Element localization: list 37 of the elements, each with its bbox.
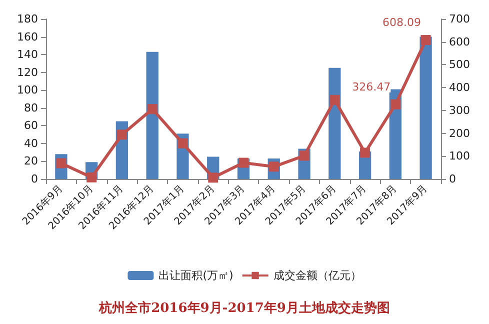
y-tick-label: 0 (31, 172, 38, 186)
y2-tick-label: 400 (449, 81, 470, 94)
point (178, 138, 188, 148)
bar (328, 68, 341, 179)
y2-tick-label: 500 (449, 58, 470, 72)
y2-tick-label: 600 (449, 35, 470, 48)
y2-tick-label: 0 (449, 172, 456, 186)
point (147, 104, 158, 114)
y-tick-label: 40 (24, 136, 38, 150)
point (360, 148, 370, 158)
legend-label: 成交金额（亿元） (273, 269, 362, 282)
data-label: 608.09 (382, 16, 422, 30)
point (330, 94, 340, 105)
bar (146, 52, 158, 179)
y-tick-label: 80 (24, 101, 38, 114)
y-tick-label: 160 (17, 30, 38, 44)
y-tick-label: 140 (17, 48, 38, 62)
y-tick-label: 60 (24, 119, 38, 132)
y2-tick-label: 300 (449, 104, 470, 117)
legend-label: 出让面积(万㎡) (158, 269, 234, 282)
y2-tick-label: 700 (449, 12, 470, 26)
point (390, 99, 400, 110)
bar (420, 36, 432, 179)
text: 杭州全市2016年9月-2017年9月土地成交走势图 (98, 300, 390, 316)
y-tick-label: 20 (24, 154, 38, 168)
point (420, 35, 431, 46)
point (86, 172, 97, 182)
point (299, 150, 310, 161)
data-label: 326.47 (352, 80, 391, 94)
point (116, 130, 127, 140)
y2-tick-label: 200 (449, 126, 470, 140)
point (238, 158, 248, 168)
y-tick-label: 100 (17, 84, 38, 97)
y2-tick-label: 100 (449, 150, 470, 163)
point (208, 172, 218, 183)
y-tick-label: 120 (17, 66, 38, 79)
y-tick-label: 180 (17, 12, 38, 26)
